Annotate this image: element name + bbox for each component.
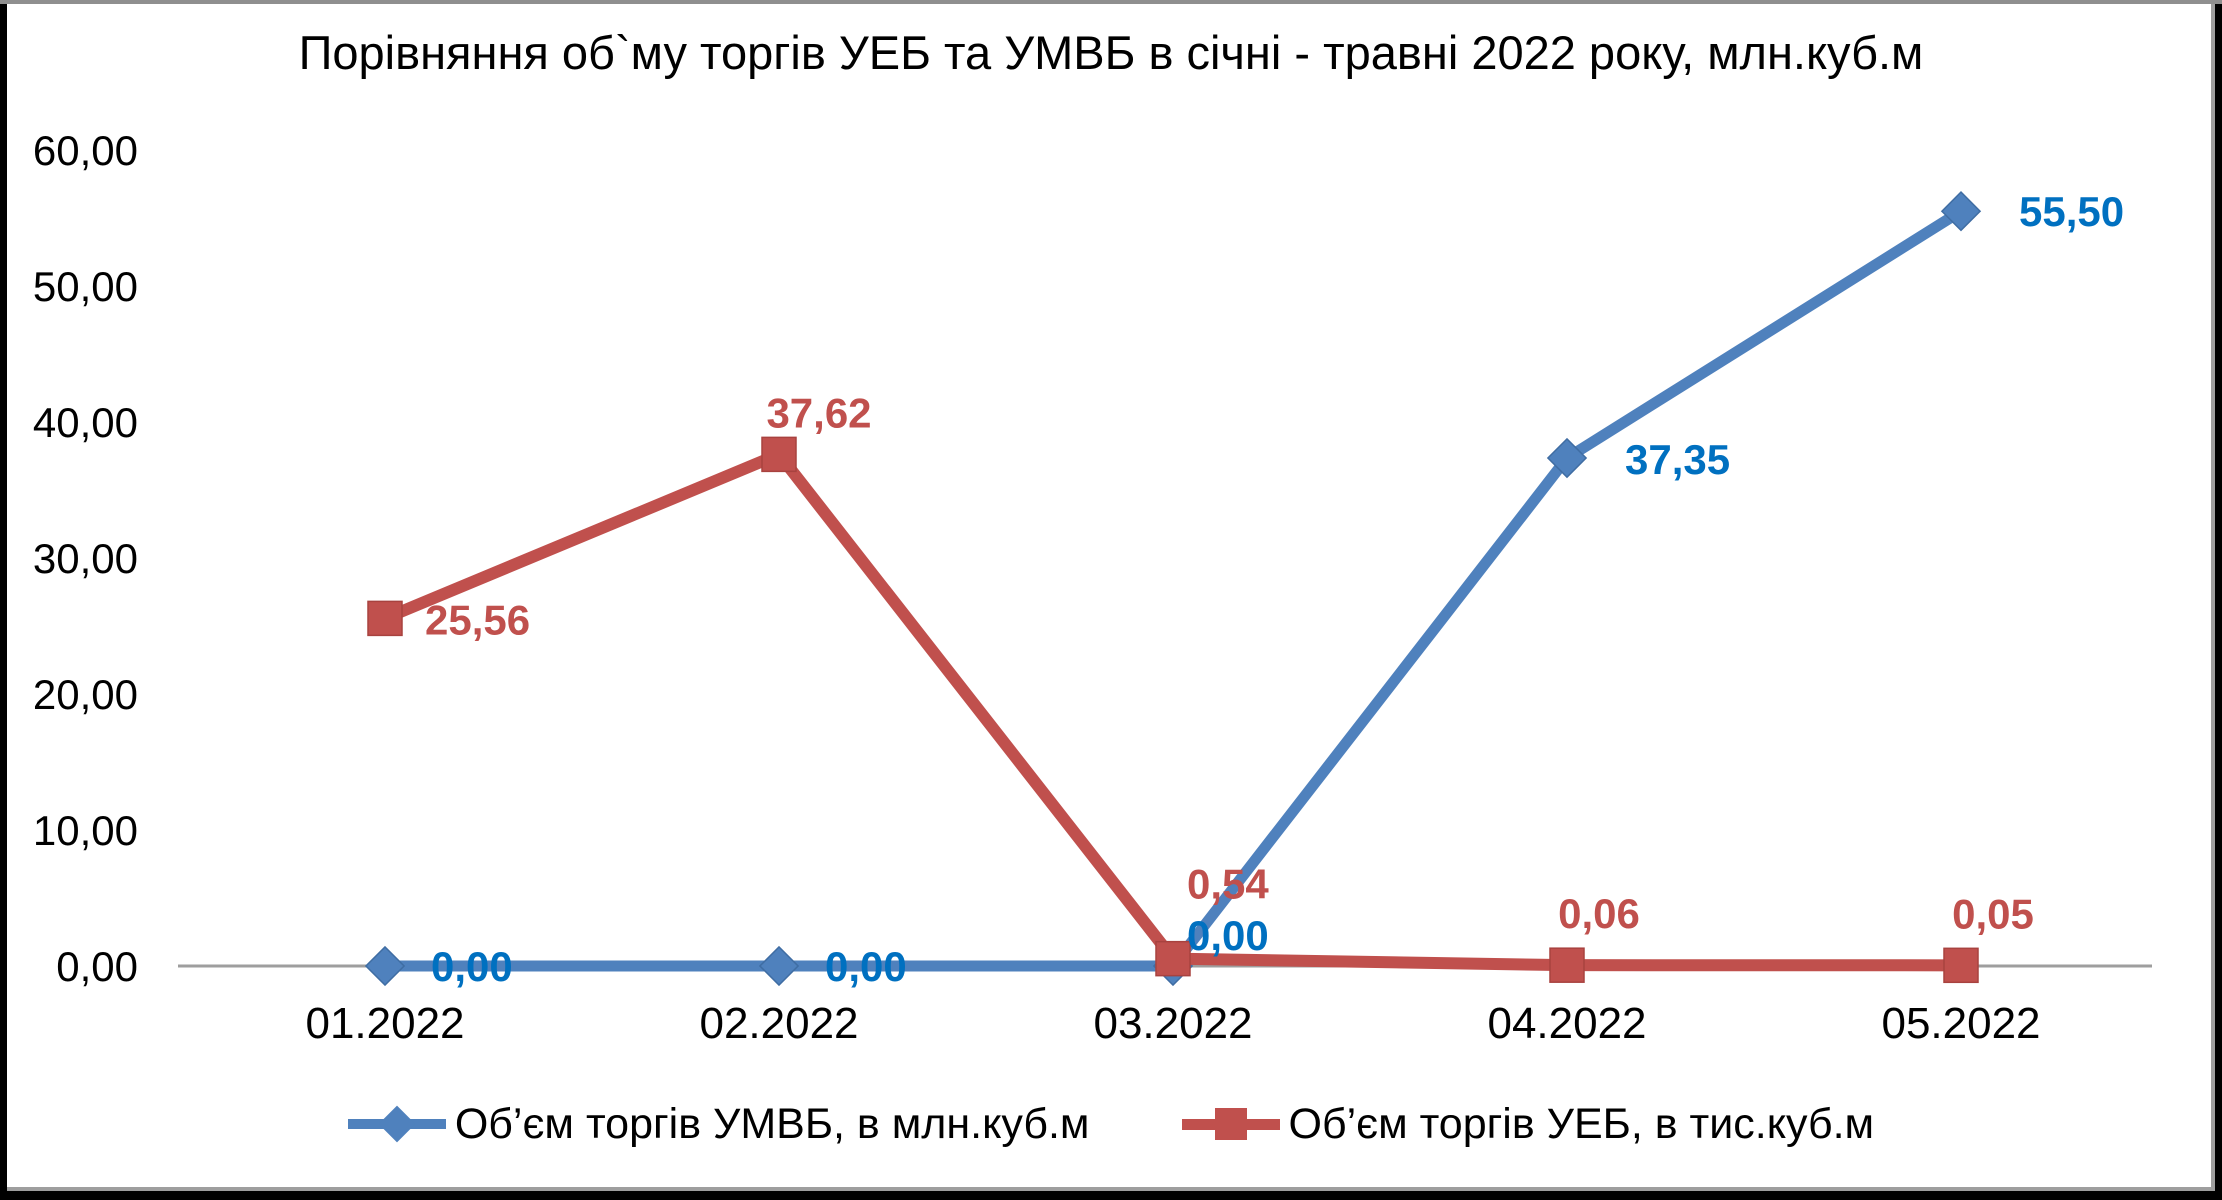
data-point-square-marker: [1155, 940, 1191, 977]
x-axis-tick-label: 01.2022: [305, 999, 464, 1048]
legend-item-umvb: Об’єм торгів УМВБ, в млн.куб.м: [347, 1099, 1090, 1149]
x-axis-tick-label: 03.2022: [1093, 999, 1252, 1048]
series-line-ueb: [382, 448, 1962, 972]
data-point-value-label: 0,00: [1187, 912, 1269, 959]
data-point-diamond-marker: [1546, 437, 1588, 479]
data-point-value-label: 0,00: [431, 943, 513, 990]
chart-legend: Об’єм торгів УМВБ, в млн.куб.м Об’єм тор…: [0, 1088, 2222, 1160]
y-axis-tick-label: 60,00: [33, 127, 138, 174]
data-point-square-marker: [1943, 947, 1979, 984]
data-point-square-marker: [761, 436, 797, 473]
data-point-value-label: 25,56: [425, 596, 530, 643]
legend-marker-diamond-icon: [347, 1103, 446, 1145]
legend-marker-square-icon: [1181, 1103, 1280, 1145]
data-point-value-label: 55,50: [2019, 188, 2124, 235]
legend-label-ueb: Об’єм торгів УЕБ, в тис.куб.м: [1288, 1099, 1875, 1148]
y-axis-tick-label: 50,00: [33, 263, 138, 310]
data-point-value-label: 0,00: [825, 943, 907, 990]
y-axis-tick-label: 20,00: [33, 671, 138, 718]
legend-item-ueb: Об’єм торгів УЕБ, в тис.куб.м: [1181, 1099, 1875, 1149]
data-point-square-marker: [1549, 947, 1585, 983]
y-axis-tick-label: 30,00: [33, 535, 138, 582]
data-point-diamond-marker: [758, 945, 800, 987]
data-point-value-label: 37,62: [766, 389, 871, 436]
data-point-value-label: 0,05: [1952, 890, 2034, 937]
data-point-value-label: 0,06: [1558, 890, 1640, 937]
y-axis-tick-label: 10,00: [33, 807, 138, 854]
x-axis-tick-label: 05.2022: [1881, 999, 2040, 1048]
data-point-value-label: 37,35: [1625, 436, 1730, 483]
y-axis-tick-label: 0,00: [56, 943, 138, 990]
series-line-umvb: [385, 206, 1964, 972]
data-point-value-label: 0,54: [1187, 861, 1269, 908]
data-point-diamond-marker: [1940, 191, 1982, 232]
data-point-diamond-marker: [364, 945, 406, 987]
data-point-square-marker: [367, 600, 403, 637]
x-axis-tick-label: 04.2022: [1487, 999, 1646, 1048]
x-axis-tick-label: 02.2022: [699, 999, 858, 1048]
y-axis-tick-label: 40,00: [33, 399, 138, 446]
chart-title: Порівняння об`му торгів УЕБ та УМВБ в сі…: [298, 26, 1924, 79]
legend-label-umvb: Об’єм торгів УМВБ, в млн.куб.м: [454, 1099, 1090, 1148]
